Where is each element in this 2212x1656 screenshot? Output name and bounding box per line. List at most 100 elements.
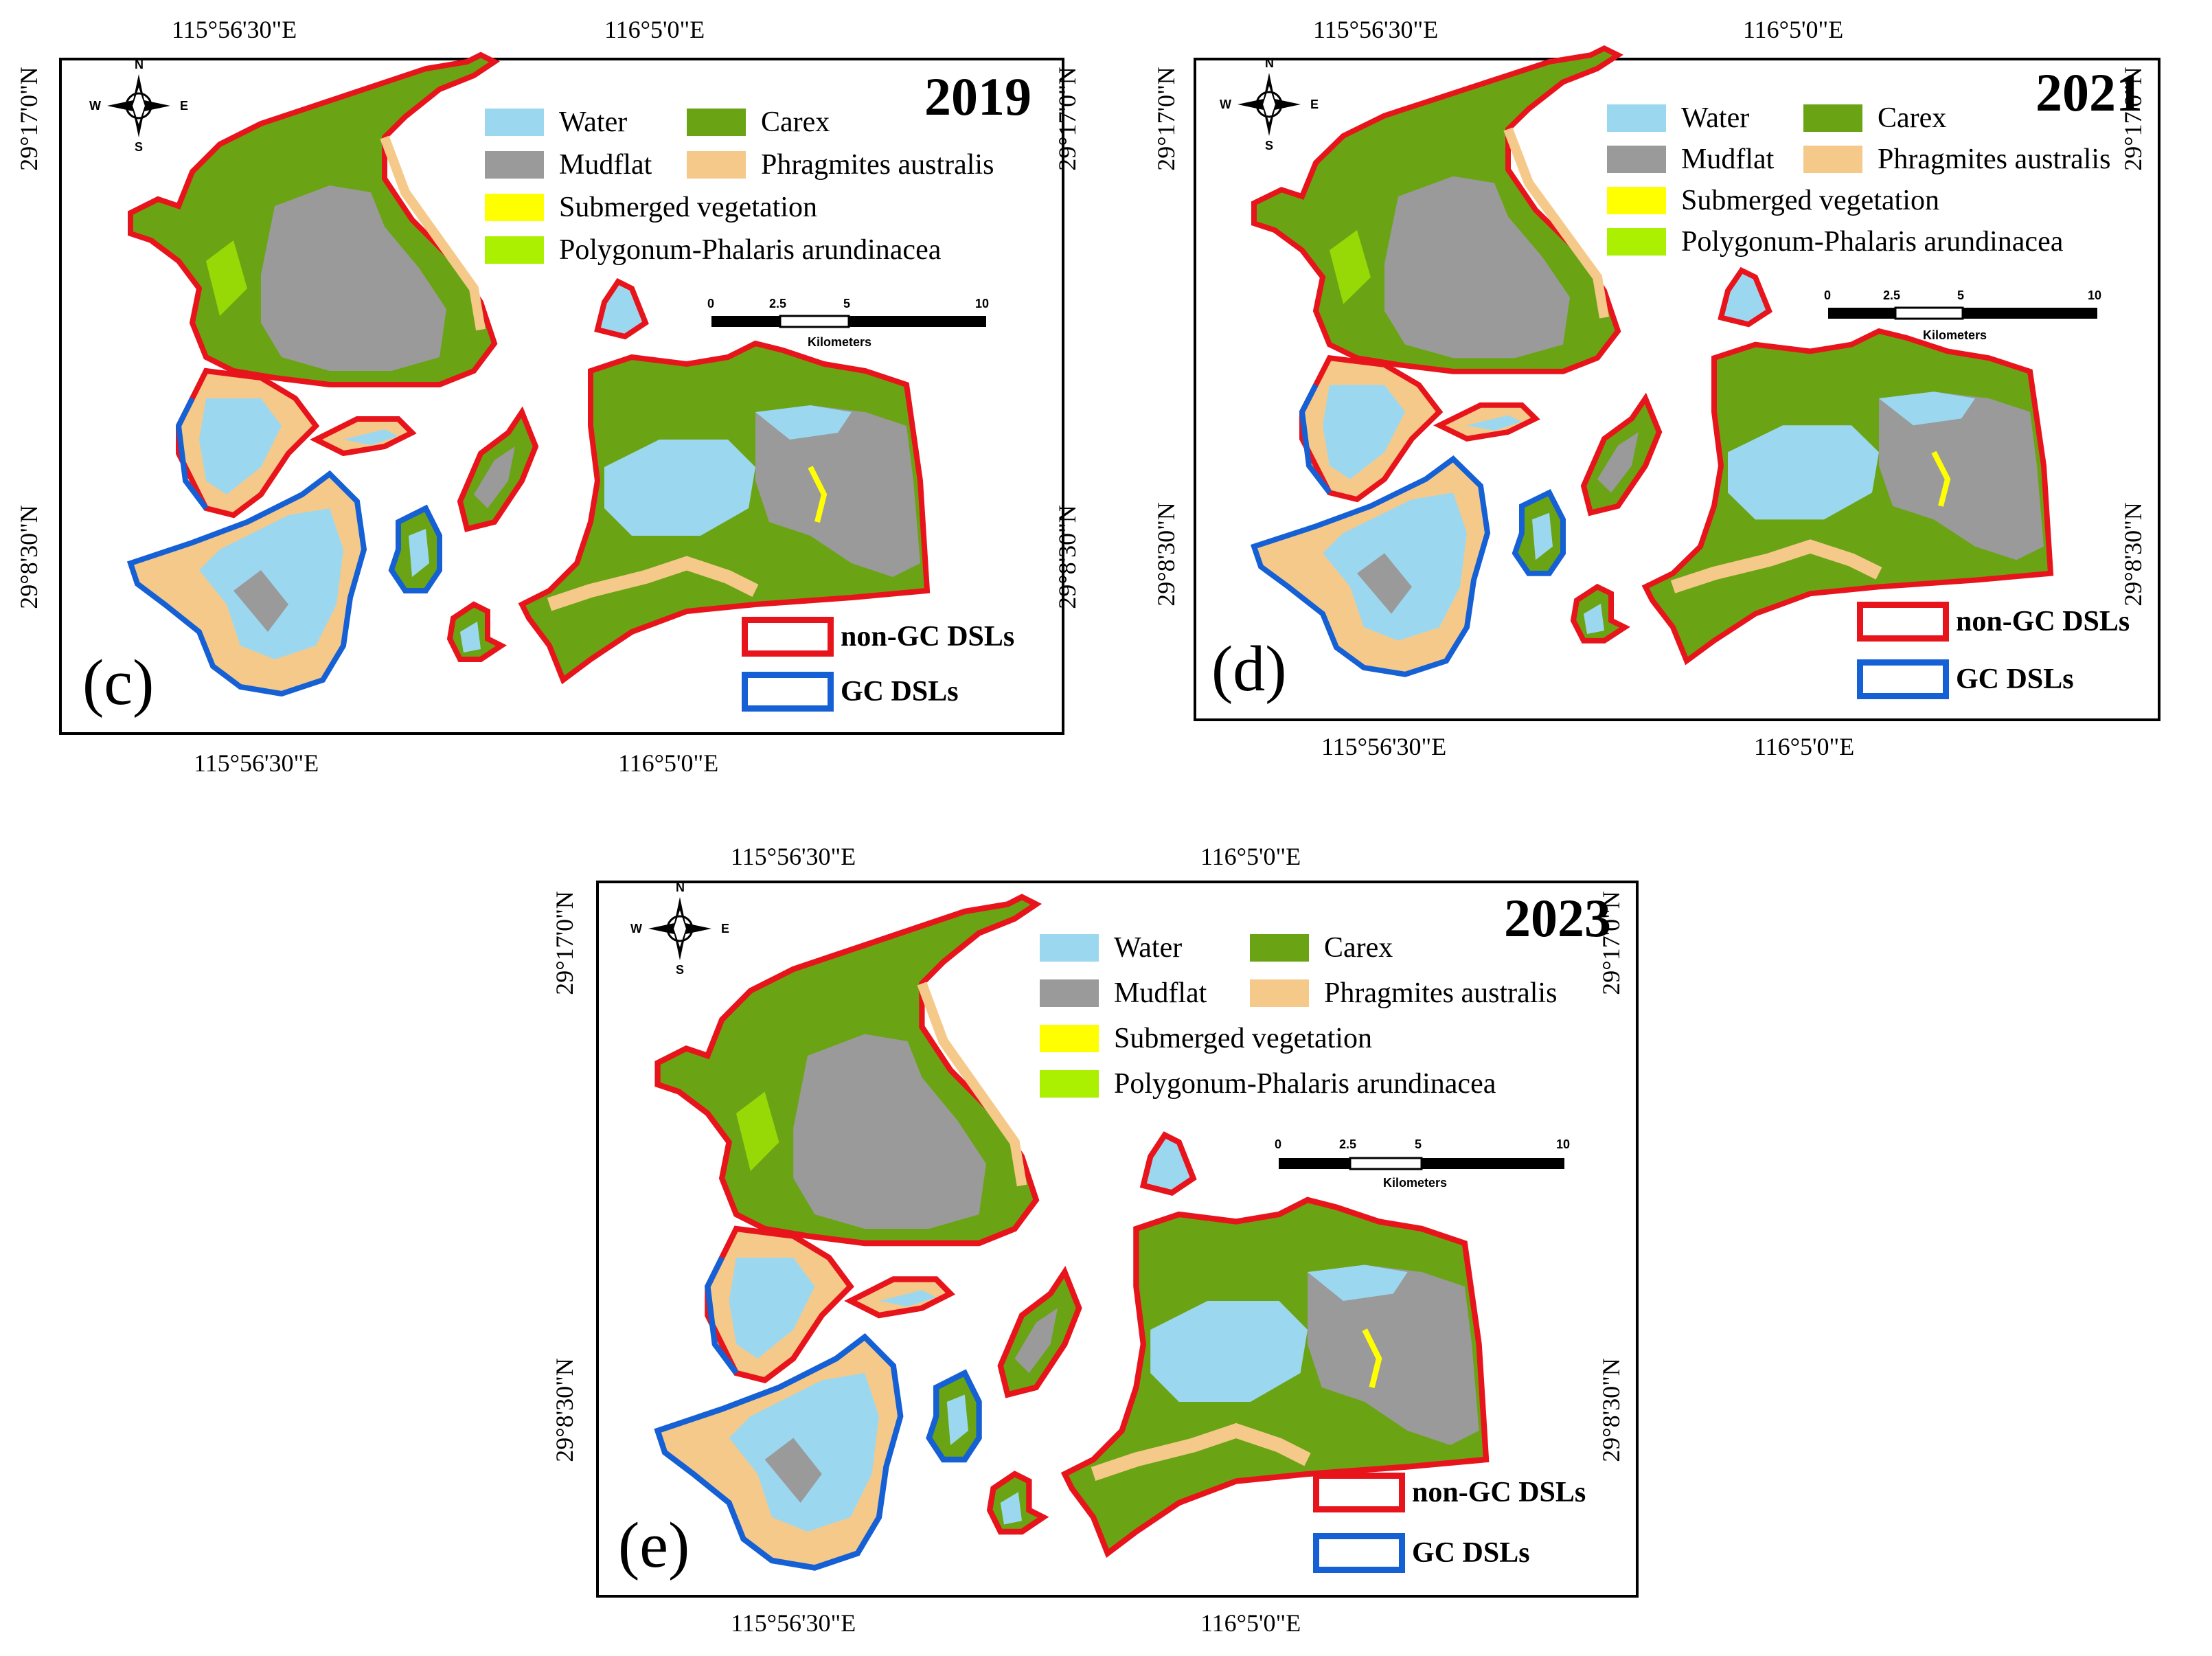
compass-s: S xyxy=(135,140,144,154)
legend-e: Water Carex Mudflat Phragmites australis… xyxy=(1040,931,1637,1110)
scale-unit: Kilometers xyxy=(1923,328,1987,342)
legend-item-carex: Carex xyxy=(687,106,830,139)
compass-s: S xyxy=(1265,139,1274,152)
scale-tick-2-5: 2.5 xyxy=(1883,288,1901,302)
mudflat-swatch xyxy=(485,151,544,179)
scale-unit: Kilometers xyxy=(808,335,872,349)
gc-outline-swatch xyxy=(1313,1533,1405,1573)
mudflat-swatch xyxy=(1040,979,1099,1007)
scale-tick-5: 5 xyxy=(1957,288,1965,302)
mudflat-swatch xyxy=(1607,146,1666,173)
compass-w: W xyxy=(1220,98,1231,111)
legend-label-polygonum: Polygonum-Phalaris arundinacea xyxy=(559,234,942,266)
legend-item-polygonum: Polygonum-Phalaris arundinacea xyxy=(1040,1067,1496,1100)
phragmites-swatch xyxy=(1250,979,1309,1007)
compass-rose-d xyxy=(1238,73,1301,136)
non-gc-outline-swatch xyxy=(1313,1473,1405,1512)
lon-label-top-east: 116°5'0"E xyxy=(604,16,705,43)
gc-outline-swatch xyxy=(742,672,834,712)
lon-label-bottom-west: 115°56'30"E xyxy=(1321,733,1447,760)
lon-label-bottom-east: 116°5'0"E xyxy=(618,749,719,777)
legend-item-phragmites: Phragmites australis xyxy=(1250,977,1557,1010)
dsl-legend-gc-c: GC DSLs xyxy=(742,672,959,712)
legend-label-polygonum: Polygonum-Phalaris arundinacea xyxy=(1114,1068,1496,1100)
legend-label-submerged: Submerged vegetation xyxy=(559,192,817,223)
non-gc-outline-swatch xyxy=(1857,602,1949,642)
scale-tick-10: 10 xyxy=(1556,1137,1571,1151)
legend-label-mudflat: Mudflat xyxy=(559,149,652,181)
dsl-label-non-gc: non-GC DSLs xyxy=(1956,606,2130,637)
panel-label-d: (d) xyxy=(1211,633,1287,705)
scale-bar-e xyxy=(1279,1157,1564,1170)
carex-swatch xyxy=(687,109,746,136)
legend-item-carex: Carex xyxy=(1803,102,1946,135)
polygonum-swatch xyxy=(485,236,544,264)
dsl-label-gc: GC DSLs xyxy=(1412,1537,1530,1569)
legend-item-mudflat: Mudflat xyxy=(1607,143,1774,176)
legend-label-carex: Carex xyxy=(1324,932,1393,964)
legend-label-phragmites: Phragmites australis xyxy=(1878,144,2111,175)
legend-label-carex: Carex xyxy=(761,106,830,138)
scale-tick-0: 0 xyxy=(1275,1137,1282,1151)
legend-item-mudflat: Mudflat xyxy=(1040,977,1207,1010)
legend-label-submerged: Submerged vegetation xyxy=(1681,185,1939,216)
water-swatch xyxy=(1607,104,1666,132)
scale-tick-0: 0 xyxy=(1824,288,1832,302)
lon-label-bottom-east: 116°5'0"E xyxy=(1200,1609,1301,1637)
legend-label-polygonum: Polygonum-Phalaris arundinacea xyxy=(1681,226,2064,258)
legend-label-carex: Carex xyxy=(1878,102,1947,134)
legend-label-submerged: Submerged vegetation xyxy=(1114,1023,1372,1054)
compass-rose-e xyxy=(648,897,711,960)
legend-label-phragmites: Phragmites australis xyxy=(761,149,994,181)
legend-item-carex: Carex xyxy=(1250,931,1393,964)
lon-label-top-west: 115°56'30"E xyxy=(731,843,856,870)
lon-label-bottom-west: 115°56'30"E xyxy=(731,1609,856,1637)
lon-label-top-east: 116°5'0"E xyxy=(1200,843,1301,870)
compass-e: E xyxy=(180,99,189,113)
legend-item-polygonum: Polygonum-Phalaris arundinacea xyxy=(1607,225,2063,258)
water-swatch xyxy=(1040,934,1099,962)
lon-label-top-west: 115°56'30"E xyxy=(172,16,297,43)
legend-item-submerged: Submerged vegetation xyxy=(1607,184,1939,217)
legend-item-phragmites: Phragmites australis xyxy=(687,148,994,181)
compass-w: W xyxy=(630,922,642,935)
dsl-label-non-gc: non-GC DSLs xyxy=(1412,1477,1586,1508)
submerged-swatch xyxy=(1040,1025,1099,1052)
panel-label-c: (c) xyxy=(82,647,155,718)
legend-item-submerged: Submerged vegetation xyxy=(485,191,817,224)
scale-bar-c xyxy=(711,315,986,328)
compass-e: E xyxy=(721,922,730,935)
scale-tick-5: 5 xyxy=(1415,1137,1422,1151)
compass-s: S xyxy=(676,963,685,977)
legend-label-phragmites: Phragmites australis xyxy=(1324,977,1558,1009)
water-swatch xyxy=(485,109,544,136)
carex-swatch xyxy=(1803,104,1862,132)
legend-item-mudflat: Mudflat xyxy=(485,148,652,181)
dsl-legend-non-gc-e: non-GC DSLs xyxy=(1313,1473,1586,1512)
scale-tick-5: 5 xyxy=(843,297,851,310)
year-label-c: 2019 xyxy=(924,67,1031,126)
scale-tick-0: 0 xyxy=(707,297,715,310)
legend-c: Water Carex Mudflat Phragmites australis… xyxy=(485,106,1048,277)
compass-n: N xyxy=(676,881,685,894)
dsl-label-gc: GC DSLs xyxy=(841,676,959,707)
dsl-legend-non-gc-c: non-GC DSLs xyxy=(742,617,1014,657)
polygonum-swatch xyxy=(1040,1070,1099,1098)
lon-label-bottom-east: 116°5'0"E xyxy=(1754,733,1855,760)
lon-label-top-east: 116°5'0"E xyxy=(1743,16,1844,43)
scale-tick-10: 10 xyxy=(975,297,990,310)
legend-item-submerged: Submerged vegetation xyxy=(1040,1022,1372,1055)
legend-item-water: Water xyxy=(1040,931,1182,964)
phragmites-swatch xyxy=(687,151,746,179)
compass-n: N xyxy=(135,58,144,71)
scale-tick-2-5: 2.5 xyxy=(1339,1137,1357,1151)
panel-label-e: (e) xyxy=(618,1510,690,1581)
phragmites-swatch xyxy=(1803,146,1862,173)
legend-item-polygonum: Polygonum-Phalaris arundinacea xyxy=(485,234,941,266)
lon-label-bottom-west: 115°56'30"E xyxy=(194,749,319,777)
legend-label-water: Water xyxy=(1681,102,1750,134)
scale-tick-10: 10 xyxy=(2088,288,2102,302)
legend-label-water: Water xyxy=(559,106,628,138)
gc-outline-swatch xyxy=(1857,659,1949,699)
